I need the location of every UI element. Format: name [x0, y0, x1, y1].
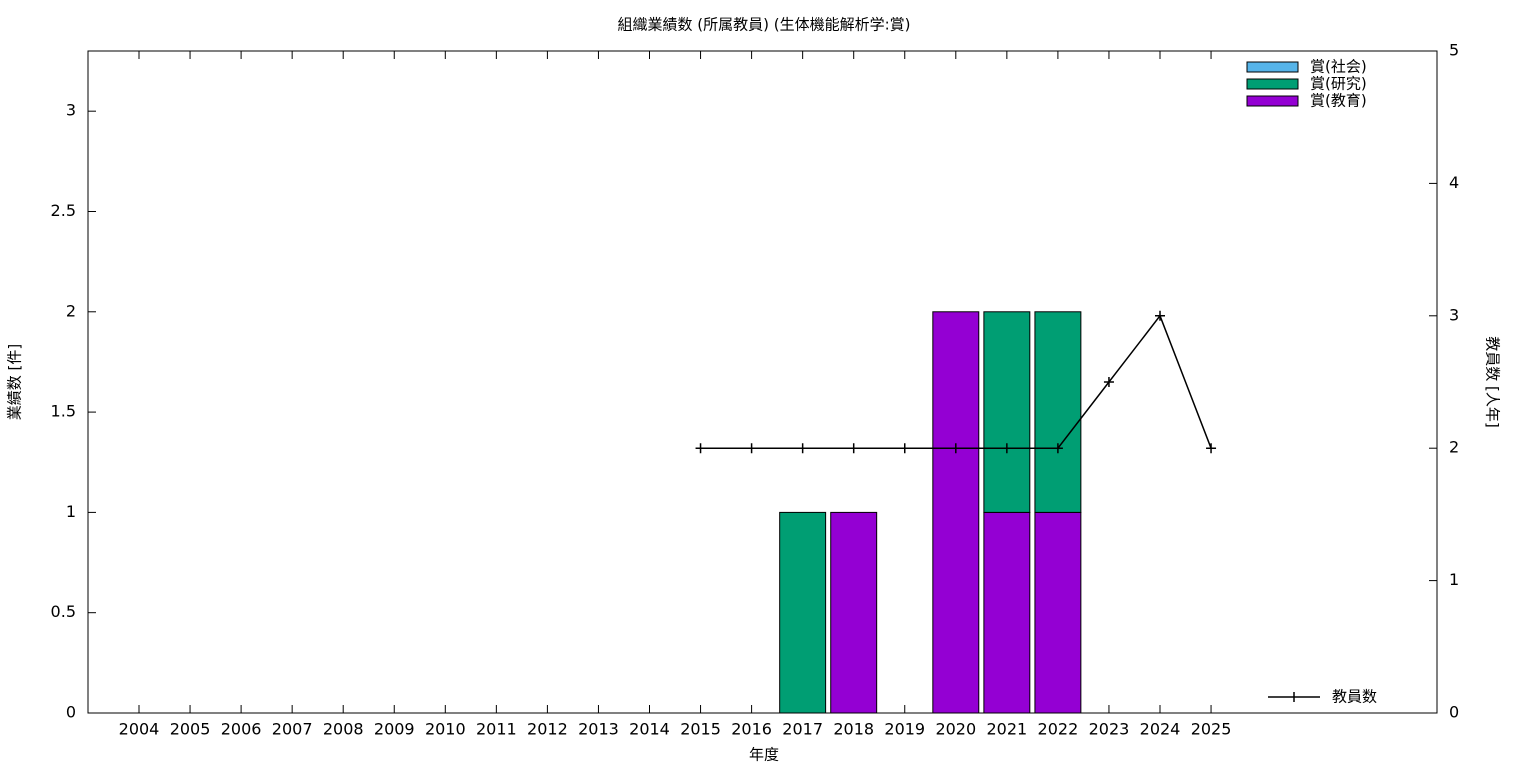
bar: [830, 511, 878, 714]
point: [1155, 310, 1165, 321]
bar: [1034, 511, 1082, 714]
y-tick-label: 2: [66, 301, 76, 320]
legend-label: 賞(社会): [1310, 58, 1367, 76]
x-tick-label: 2009: [374, 720, 415, 739]
y-tick-label: 3: [66, 101, 76, 120]
x-tick-label: 2024: [1140, 720, 1181, 739]
x-tick-label: 2014: [629, 720, 670, 739]
y2-tick-label: 4: [1449, 173, 1459, 192]
x-tick-label: 2007: [272, 720, 313, 739]
plot-frame: [87, 50, 1438, 714]
x-tick-label: 2012: [527, 720, 568, 739]
chart-title: 組織業績数 (所属教員) (生体機能解析学:賞): [618, 16, 911, 34]
x-tick-label: 2021: [986, 720, 1027, 739]
x-axis-label: 年度: [749, 746, 779, 764]
x-tick-label: 2011: [476, 720, 517, 739]
point: [848, 443, 859, 454]
legend-label: 賞(研究): [1310, 75, 1367, 93]
y-tick-label: 1: [66, 502, 76, 521]
y2-axis-label: 教員数 [人年]: [1484, 336, 1502, 427]
legend-line: [1268, 692, 1320, 702]
legend-swatch: [1246, 78, 1299, 90]
point: [950, 443, 961, 454]
y2-tick-label: 5: [1449, 41, 1459, 60]
x-tick-label: 2015: [680, 720, 721, 739]
point: [899, 443, 910, 454]
x-tick-label: 2020: [935, 720, 976, 739]
x-tick-label: 2010: [425, 720, 466, 739]
y2-tick-label: 2: [1449, 438, 1459, 457]
point: [1206, 443, 1217, 454]
y-tick-label: 2.5: [51, 201, 76, 220]
x-tick-label: 2013: [578, 720, 619, 739]
y2-tick-label: 1: [1449, 570, 1459, 589]
point: [695, 443, 706, 454]
y-axis-label: 業績数 [件]: [6, 344, 24, 420]
point: [1103, 377, 1114, 387]
x-tick-label: 2023: [1089, 720, 1130, 739]
x-tick-label: 2019: [884, 720, 925, 739]
bar: [779, 511, 827, 714]
legend-swatch: [1246, 61, 1299, 73]
bar: [983, 311, 1031, 513]
x-tick-label: 2004: [119, 720, 160, 739]
legend-swatch: [1246, 95, 1299, 107]
point: [1052, 443, 1063, 454]
point: [1001, 443, 1012, 454]
x-tick-label: 2017: [782, 720, 823, 739]
bar: [983, 511, 1031, 714]
y-tick-label: 1.5: [51, 402, 76, 421]
point: [797, 443, 808, 454]
x-tick-label: 2025: [1191, 720, 1232, 739]
bar: [932, 311, 980, 714]
legend-label: 教員数: [1332, 688, 1377, 706]
x-tick-label: 2016: [731, 720, 772, 739]
y2-tick-label: 0: [1449, 703, 1459, 722]
legend-label: 賞(教育): [1310, 92, 1367, 110]
point: [746, 443, 757, 454]
x-tick-label: 2006: [221, 720, 262, 739]
x-tick-label: 2008: [323, 720, 364, 739]
y2-tick-label: 3: [1449, 305, 1459, 324]
bar: [1034, 311, 1082, 513]
y-tick-label: 0: [66, 703, 76, 722]
x-tick-label: 2005: [170, 720, 211, 739]
y-tick-label: 0.5: [51, 602, 76, 621]
x-tick-label: 2022: [1038, 720, 1079, 739]
x-tick-label: 2018: [833, 720, 874, 739]
